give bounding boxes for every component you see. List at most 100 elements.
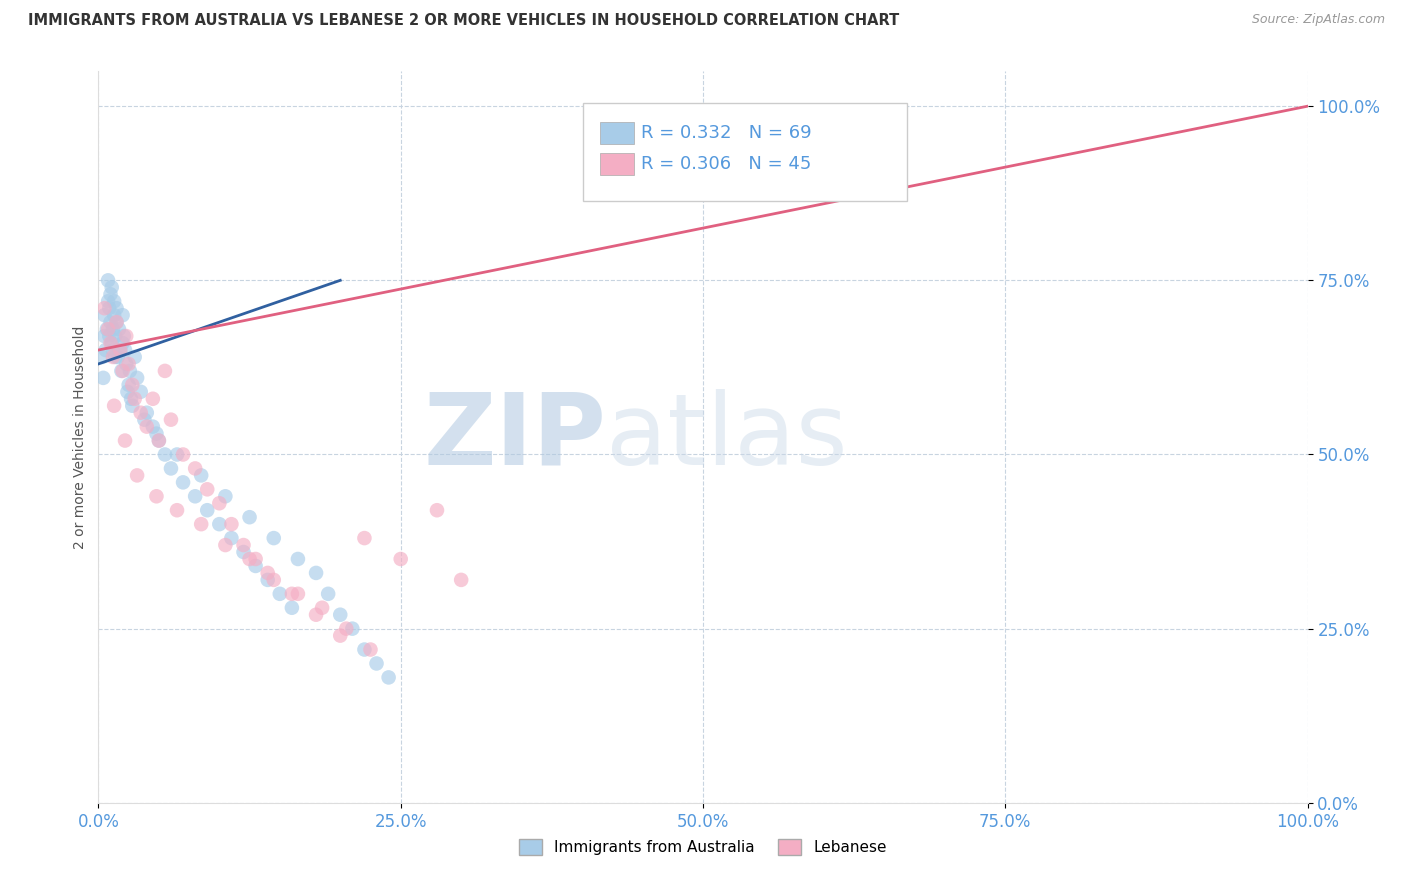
- Point: [104, 350, 127, 364]
- Point: [121, 399, 143, 413]
- Point: [145, 489, 167, 503]
- Point: [148, 434, 170, 448]
- Point: [103, 294, 125, 309]
- Point: [103, 308, 125, 322]
- Point: [190, 468, 212, 483]
- Point: [281, 600, 304, 615]
- Point: [134, 412, 156, 426]
- Point: [100, 336, 122, 351]
- Point: [115, 329, 138, 343]
- Point: [114, 343, 136, 357]
- Text: ZIP: ZIP: [423, 389, 606, 485]
- Point: [108, 343, 131, 357]
- Point: [101, 343, 124, 357]
- Point: [287, 587, 309, 601]
- Point: [221, 517, 243, 532]
- Point: [118, 377, 141, 392]
- Point: [342, 622, 364, 636]
- Point: [124, 350, 146, 364]
- Point: [112, 329, 135, 343]
- Point: [172, 448, 194, 462]
- Point: [101, 350, 124, 364]
- Point: [100, 336, 122, 351]
- Point: [245, 552, 267, 566]
- Point: [127, 468, 149, 483]
- Point: [97, 322, 120, 336]
- Point: [124, 392, 146, 406]
- Point: [190, 517, 212, 532]
- Point: [111, 336, 134, 351]
- Point: [94, 343, 117, 357]
- Point: [108, 322, 131, 336]
- Point: [91, 371, 114, 385]
- Point: [153, 448, 176, 462]
- Point: [142, 419, 165, 434]
- Point: [208, 517, 231, 532]
- Point: [329, 607, 352, 622]
- Point: [103, 399, 125, 413]
- Point: [97, 273, 120, 287]
- Point: [256, 573, 278, 587]
- Point: [160, 461, 183, 475]
- Point: [114, 434, 136, 448]
- Point: [239, 552, 262, 566]
- Point: [214, 489, 236, 503]
- Point: [93, 308, 115, 322]
- Text: atlas: atlas: [606, 389, 848, 485]
- Point: [305, 566, 328, 580]
- Point: [353, 531, 375, 545]
- Point: [184, 489, 207, 503]
- Legend: Immigrants from Australia, Lebanese: Immigrants from Australia, Lebanese: [513, 833, 893, 861]
- Point: [118, 364, 141, 378]
- Point: [195, 483, 218, 497]
- Point: [115, 357, 138, 371]
- Text: Source: ZipAtlas.com: Source: ZipAtlas.com: [1251, 13, 1385, 27]
- Point: [120, 392, 142, 406]
- Point: [129, 406, 152, 420]
- Point: [127, 371, 149, 385]
- Point: [135, 406, 157, 420]
- Point: [96, 322, 118, 336]
- Point: [269, 587, 291, 601]
- Y-axis label: 2 or more Vehicles in Household: 2 or more Vehicles in Household: [73, 326, 87, 549]
- Point: [208, 496, 231, 510]
- Point: [263, 531, 285, 545]
- Point: [245, 558, 267, 573]
- Point: [100, 287, 122, 301]
- Point: [305, 607, 328, 622]
- Point: [108, 343, 131, 357]
- Point: [232, 545, 254, 559]
- Point: [107, 350, 129, 364]
- Point: [263, 573, 285, 587]
- Point: [91, 350, 114, 364]
- Point: [172, 475, 194, 490]
- Point: [111, 364, 134, 378]
- Point: [105, 301, 128, 316]
- Point: [104, 329, 127, 343]
- Point: [101, 322, 124, 336]
- Point: [450, 573, 472, 587]
- Point: [166, 448, 188, 462]
- Point: [377, 670, 399, 684]
- Point: [329, 629, 352, 643]
- Point: [135, 419, 157, 434]
- Text: IMMIGRANTS FROM AUSTRALIA VS LEBANESE 2 OR MORE VEHICLES IN HOUSEHOLD CORRELATIO: IMMIGRANTS FROM AUSTRALIA VS LEBANESE 2 …: [28, 13, 900, 29]
- Point: [153, 364, 176, 378]
- Point: [110, 364, 132, 378]
- Point: [105, 315, 128, 329]
- Point: [366, 657, 388, 671]
- Point: [118, 357, 141, 371]
- Point: [360, 642, 382, 657]
- Point: [287, 552, 309, 566]
- Text: R = 0.306   N = 45: R = 0.306 N = 45: [641, 155, 811, 173]
- Point: [166, 503, 188, 517]
- Point: [232, 538, 254, 552]
- Point: [335, 622, 357, 636]
- Point: [316, 587, 339, 601]
- Point: [353, 642, 375, 657]
- Point: [184, 461, 207, 475]
- Point: [100, 315, 122, 329]
- Point: [93, 301, 115, 316]
- Point: [426, 503, 449, 517]
- Point: [100, 280, 122, 294]
